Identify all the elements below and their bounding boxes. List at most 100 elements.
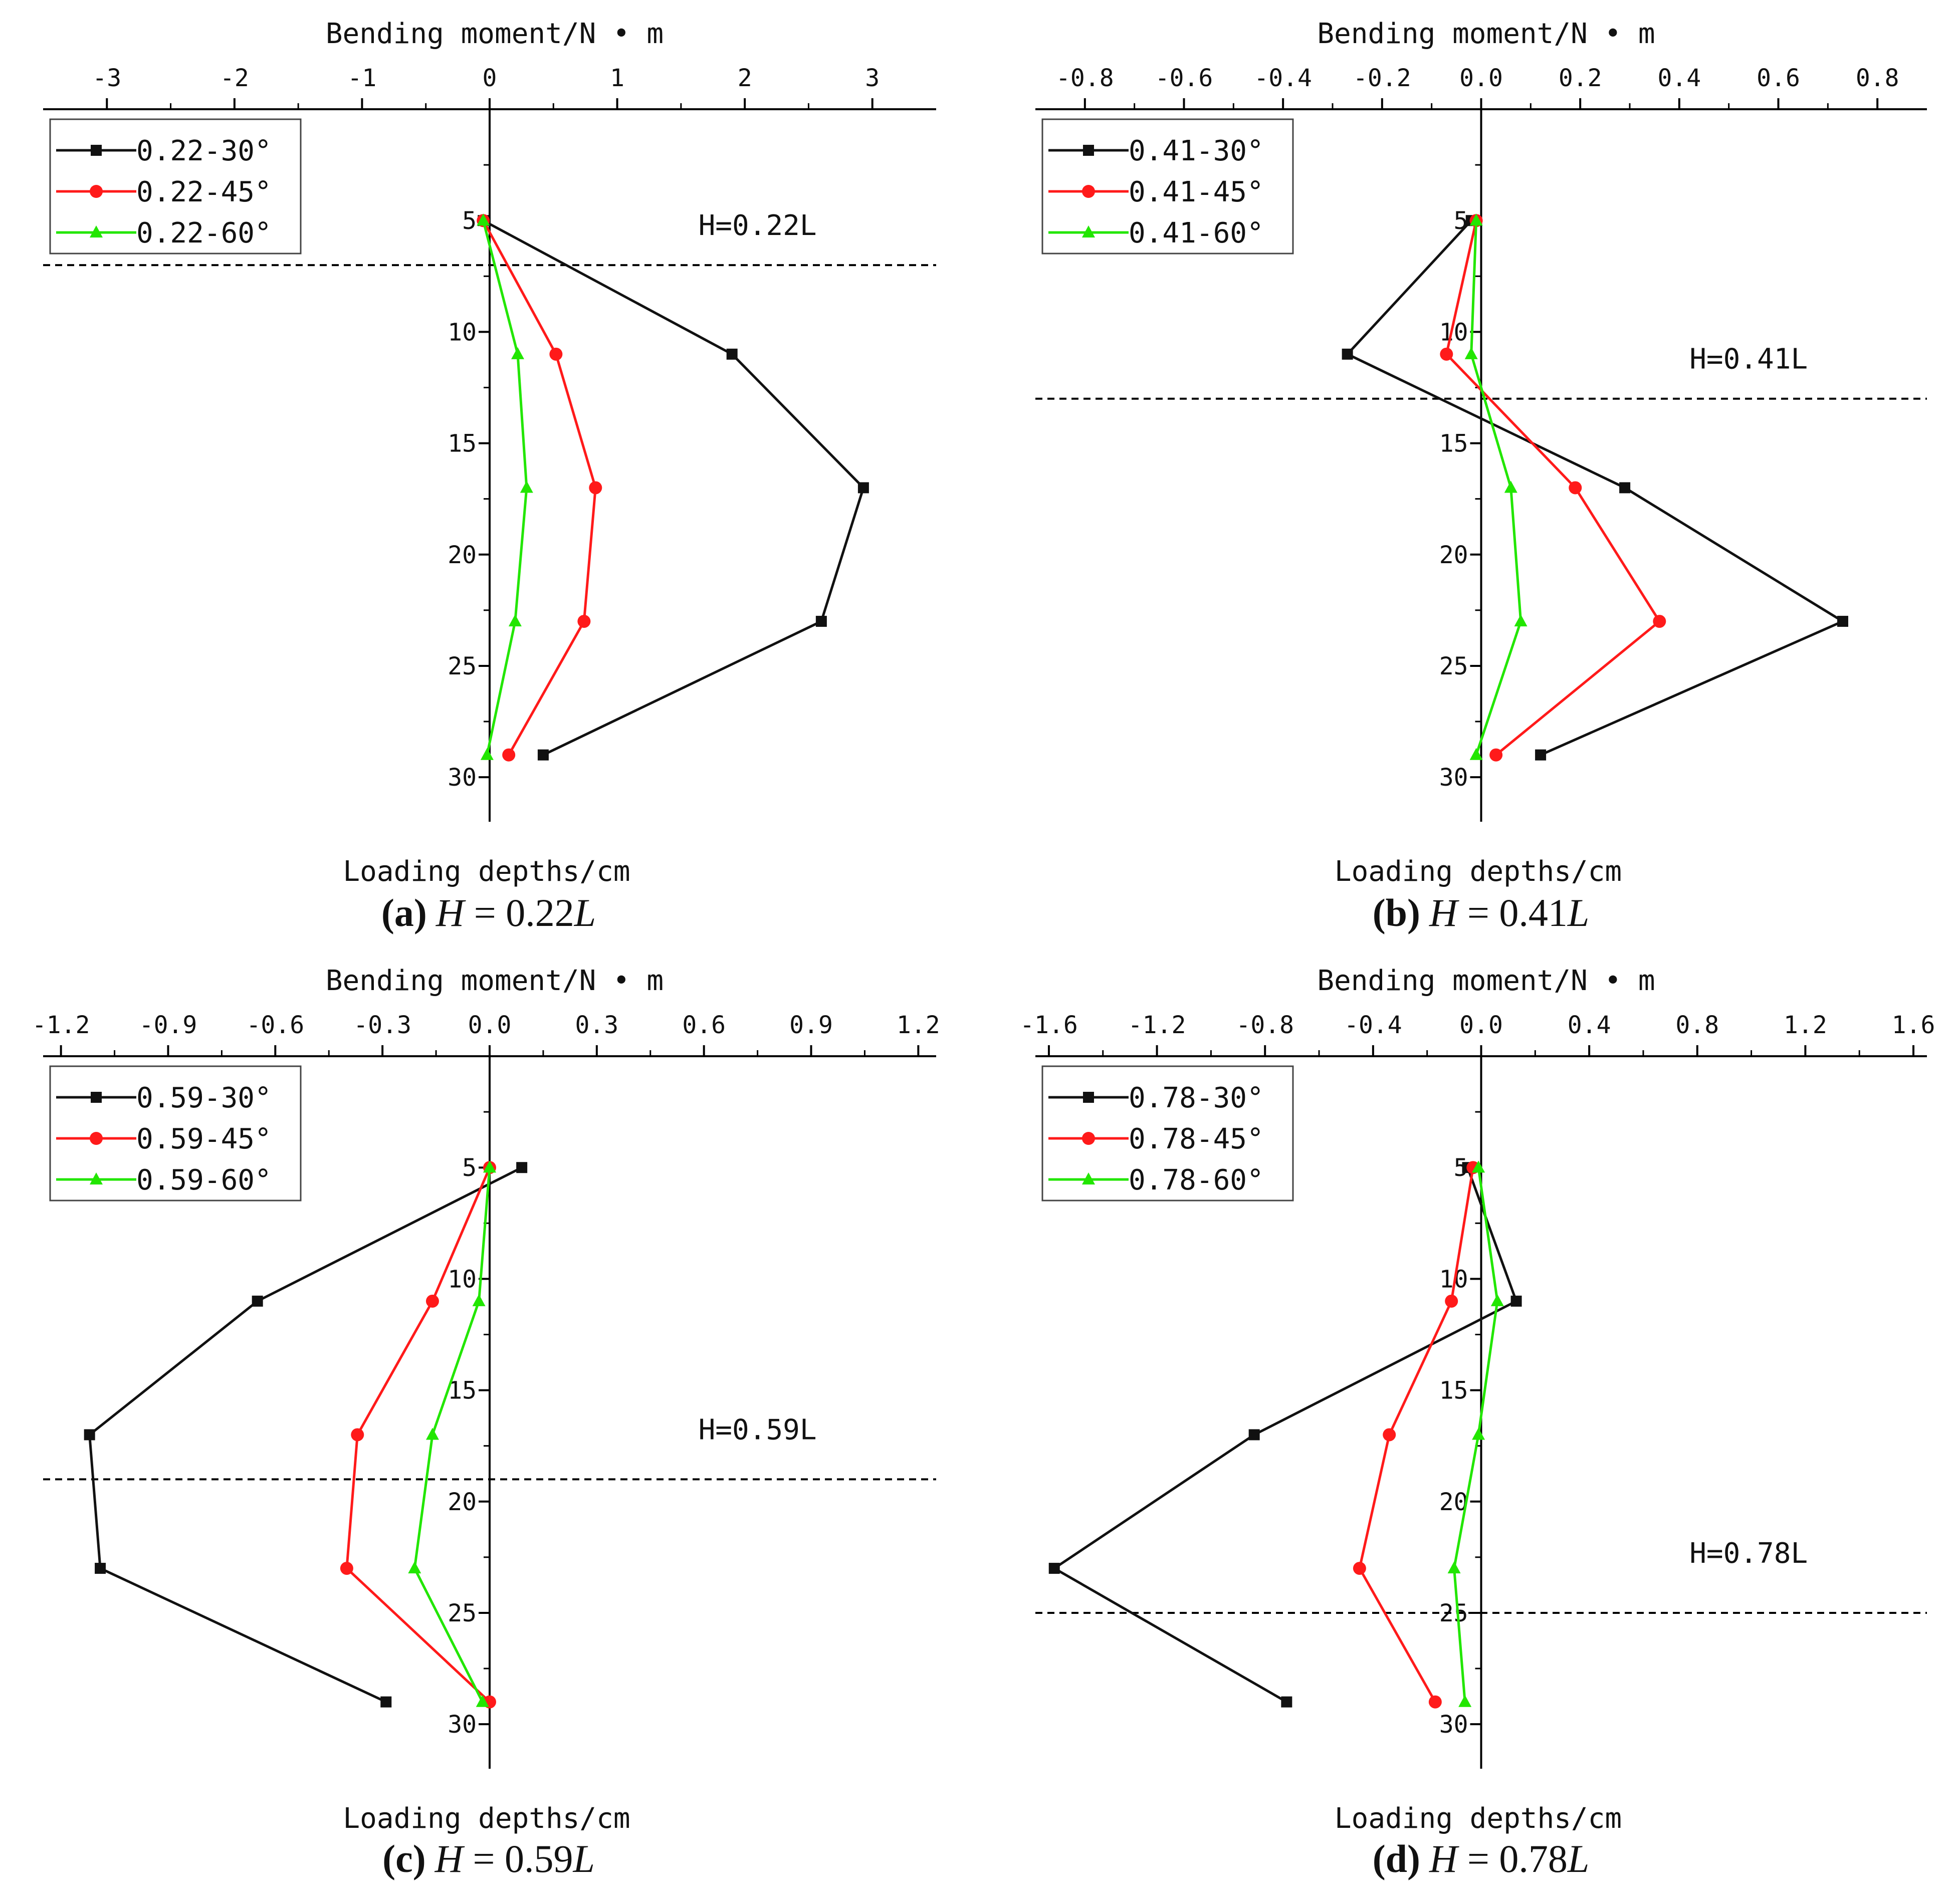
caption-label: (b) xyxy=(1373,891,1420,934)
y-tick-label: 30 xyxy=(1439,1711,1468,1739)
x-tick-label: -0.6 xyxy=(1155,64,1213,92)
x-tick-label: -1 xyxy=(348,64,377,92)
x-tick-label: -0.6 xyxy=(247,1011,305,1039)
caption-eq: = 0.41 xyxy=(1457,891,1568,934)
legend-box xyxy=(1041,118,1294,255)
legend-label: 0.41-60° xyxy=(1129,217,1264,250)
data-point xyxy=(577,615,591,628)
panel-caption: (b) H = 0.41L xyxy=(1373,891,1590,934)
x-tick-label: -1.2 xyxy=(1128,1011,1186,1039)
x-tick-label: 0.6 xyxy=(682,1011,726,1039)
caption-unit: L xyxy=(573,1837,595,1880)
panel-caption: (a) H = 0.22L xyxy=(381,891,596,934)
data-point xyxy=(472,1294,486,1306)
data-point xyxy=(1472,1160,1485,1173)
data-point xyxy=(1469,748,1483,760)
caption-eq: = 0.78 xyxy=(1457,1837,1568,1880)
data-point xyxy=(508,614,522,627)
y-tick-label: 20 xyxy=(448,1488,477,1516)
legend-label: 0.41-30° xyxy=(1129,135,1264,167)
panel-a: -3 -2 -1 0 1 2 3 5 10 15 20 25 30 Bending moment/N • … xyxy=(43,18,936,934)
legend-label: 0.59-45° xyxy=(136,1123,272,1155)
data-point xyxy=(425,1428,439,1440)
x-tick-label: -2 xyxy=(220,64,249,92)
y-axis-title: Loading depths/cm xyxy=(1335,1802,1622,1835)
caption-unit: L xyxy=(1567,891,1589,934)
y-tick-label: 5 xyxy=(462,207,477,235)
legend: 0.22-30° 0.22-45° 0.22-60° xyxy=(49,118,302,255)
x-tick-label: 0.8 xyxy=(1856,64,1899,92)
caption-var: H xyxy=(1429,1837,1459,1880)
data-point xyxy=(477,213,490,226)
y-tick-label: 25 xyxy=(448,652,477,680)
y-tick-label: 20 xyxy=(1439,541,1468,569)
data-point xyxy=(95,1563,106,1574)
y-tick-label: 15 xyxy=(448,1377,477,1405)
data-point xyxy=(1619,482,1631,494)
legend-marker xyxy=(1082,185,1095,198)
legend-marker xyxy=(1082,1172,1095,1184)
data-point xyxy=(1464,347,1478,359)
y-tick-label: 10 xyxy=(448,318,477,346)
panel-caption: (c) H = 0.59L xyxy=(382,1837,595,1880)
legend-marker xyxy=(90,225,103,237)
panel-d: -1.6 -1.2 -0.8 -0.4 0.0 0.4 0.8 1.2 1.6510152025… xyxy=(1020,965,1935,1880)
panel-c: -1.2 -0.9 -0.6 -0.3 0.0 0.3 0.6 0.9 1.2 5 10 15 20 25… xyxy=(32,965,940,1880)
x-axis-title: Bending moment/N • m xyxy=(1317,18,1655,50)
x-axis-title: Bending moment/N • m xyxy=(1317,965,1655,997)
panel-b: -0.8 -0.6 -0.4 -0.2 0.0 0.2 0.4 0.6 0.8510152025… xyxy=(1035,18,1927,934)
legend-label: 0.22-60° xyxy=(136,217,272,250)
y-tick-label: 10 xyxy=(448,1265,477,1293)
data-point xyxy=(1383,1428,1396,1442)
data-point xyxy=(857,482,869,494)
height-annotation: H=0.41L xyxy=(1689,343,1808,376)
legend-box xyxy=(1041,1065,1294,1202)
data-point xyxy=(1535,749,1547,761)
y-tick-label: 5 xyxy=(462,1154,477,1182)
x-tick-label: -0.4 xyxy=(1254,64,1312,92)
data-point xyxy=(1469,213,1483,226)
x-tick-label: -3 xyxy=(92,64,121,92)
x-tick-label: -0.4 xyxy=(1344,1011,1402,1039)
x-tick-label: 0.6 xyxy=(1757,64,1800,92)
legend-marker xyxy=(90,185,103,198)
legend-label: 0.78-60° xyxy=(1129,1164,1264,1197)
data-point xyxy=(1490,1294,1504,1306)
x-tick-label: 0.3 xyxy=(575,1011,618,1039)
data-point xyxy=(511,347,525,359)
y-tick-label: 25 xyxy=(1439,1599,1468,1627)
legend-marker xyxy=(1083,1092,1094,1103)
x-tick-label: -1.6 xyxy=(1020,1011,1078,1039)
panel-caption: (d) H = 0.78L xyxy=(1373,1837,1590,1880)
y-tick-label: 15 xyxy=(1439,430,1468,458)
data-point xyxy=(252,1295,263,1307)
data-point xyxy=(1653,615,1666,628)
legend-marker xyxy=(1083,145,1094,156)
legend-label: 0.59-30° xyxy=(136,1082,272,1114)
x-tick-label: 3 xyxy=(865,64,880,92)
y-axis-title: Loading depths/cm xyxy=(1335,855,1622,888)
data-point xyxy=(1510,1295,1522,1307)
data-point xyxy=(380,1696,392,1708)
y-axis-title: Loading depths/cm xyxy=(343,1802,630,1835)
y-tick-label: 25 xyxy=(1439,652,1468,680)
y-axis-title: Loading depths/cm xyxy=(343,855,630,888)
legend: 0.59-30° 0.59-45° 0.59-60° xyxy=(49,1065,302,1202)
x-axis-title: Bending moment/N • m xyxy=(326,965,664,997)
height-annotation: H=0.59L xyxy=(699,1413,817,1446)
data-point xyxy=(520,481,533,493)
data-point xyxy=(1837,616,1848,627)
data-point xyxy=(340,1562,353,1575)
series-line-0.22-45° xyxy=(482,219,597,756)
caption-label: (c) xyxy=(382,1837,426,1880)
x-tick-label: 0.0 xyxy=(1459,1011,1503,1039)
legend-label: 0.59-60° xyxy=(136,1164,272,1197)
legend-label: 0.78-30° xyxy=(1129,1082,1264,1114)
y-tick-label: 30 xyxy=(448,1711,477,1739)
legend-label: 0.41-45° xyxy=(1129,176,1264,208)
data-point xyxy=(549,347,563,361)
data-point xyxy=(1472,1428,1485,1440)
data-point xyxy=(1447,1561,1461,1574)
data-point xyxy=(1504,481,1517,493)
x-tick-label: -0.8 xyxy=(1236,1011,1294,1039)
